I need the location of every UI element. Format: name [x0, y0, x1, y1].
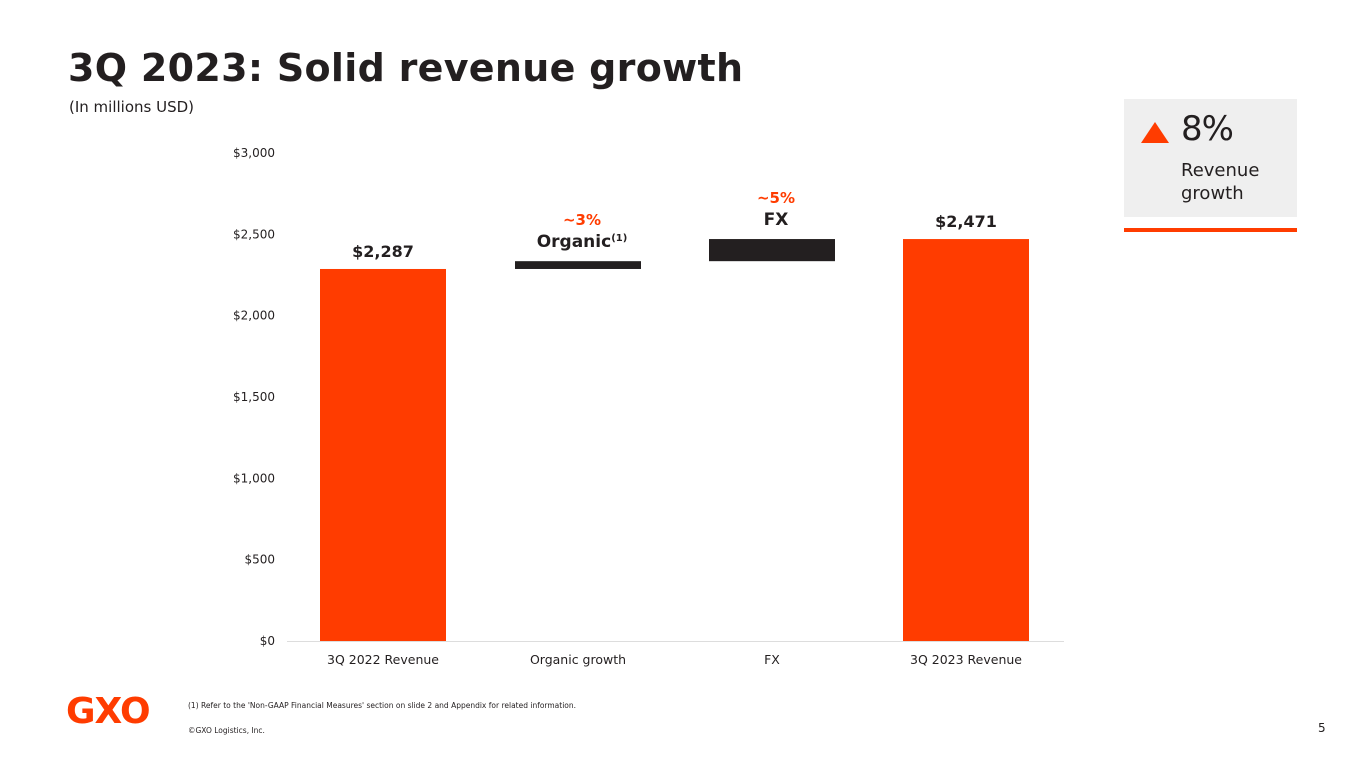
y-tick-label: $1,000 — [233, 471, 275, 485]
bar-value-label: $2,287 — [352, 242, 414, 261]
up-triangle-icon — [1141, 122, 1169, 143]
x-tick-label: Organic growth — [530, 652, 626, 667]
footnote-marker: (1) — [611, 233, 627, 244]
bar-0 — [320, 268, 446, 641]
x-tick-label: FX — [764, 652, 780, 667]
y-tick-label: $3,000 — [233, 146, 275, 160]
bar-value-label: $2,471 — [935, 212, 997, 231]
bridge-name-label: Organic(1) — [537, 232, 628, 252]
bridge-pct-label: ~5% — [757, 189, 795, 207]
kpi-label: Revenue growth — [1181, 160, 1260, 204]
kpi-card: 8% Revenue growth — [1124, 99, 1297, 217]
bar-1 — [515, 261, 641, 269]
x-tick-label: 3Q 2022 Revenue — [327, 652, 439, 667]
kpi-underline — [1124, 228, 1297, 232]
page-number: 5 — [1318, 721, 1326, 735]
y-tick-label: $2,500 — [233, 227, 275, 241]
bar-3 — [903, 239, 1029, 641]
revenue-waterfall-chart: $0 $500 $1,000 $1,500 $2,000 $2,500 $3,000 3Q 2… — [233, 146, 1064, 667]
y-tick-label: $0 — [260, 634, 275, 648]
page-title: 3Q 2023: Solid revenue growth — [68, 46, 744, 90]
gxo-logo: GXO — [66, 691, 151, 732]
page-subtitle: (In millions USD) — [69, 98, 195, 116]
x-tick-label: 3Q 2023 Revenue — [910, 652, 1022, 667]
bridge-name-label: FX — [764, 210, 789, 230]
copyright: ©GXO Logistics, Inc. — [188, 726, 265, 735]
y-tick-label: $2,000 — [233, 309, 275, 323]
y-tick-label: $500 — [244, 553, 275, 567]
bridge-pct-label: ~3% — [563, 211, 601, 229]
kpi-value: 8% — [1181, 109, 1234, 149]
bar-2 — [709, 239, 835, 262]
y-tick-label: $1,500 — [233, 390, 275, 404]
footnote: (1) Refer to the 'Non-GAAP Financial Mea… — [188, 701, 577, 710]
